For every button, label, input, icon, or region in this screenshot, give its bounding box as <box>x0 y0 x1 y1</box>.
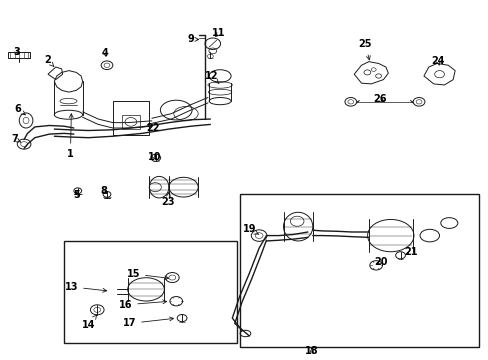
Text: 9: 9 <box>187 35 198 44</box>
Text: 20: 20 <box>373 257 387 267</box>
Text: 15: 15 <box>126 269 168 280</box>
Bar <box>113 101 149 135</box>
Text: 6: 6 <box>14 104 25 115</box>
Text: 22: 22 <box>146 123 159 133</box>
Text: 10: 10 <box>147 152 161 162</box>
Text: 16: 16 <box>119 300 166 310</box>
Text: 19: 19 <box>242 225 258 234</box>
Text: 4: 4 <box>102 48 108 58</box>
Bar <box>122 115 140 129</box>
Text: 13: 13 <box>64 282 106 292</box>
Bar <box>8 51 30 58</box>
Text: 2: 2 <box>44 55 54 67</box>
Text: 14: 14 <box>81 315 97 330</box>
Text: 11: 11 <box>212 28 225 38</box>
Text: 21: 21 <box>404 247 417 257</box>
Text: 23: 23 <box>161 192 174 207</box>
Text: 25: 25 <box>358 40 371 60</box>
Text: 3: 3 <box>13 46 20 57</box>
Text: 5: 5 <box>73 190 80 200</box>
Text: 18: 18 <box>305 346 318 356</box>
Text: 26: 26 <box>372 94 386 104</box>
Text: 7: 7 <box>11 134 20 144</box>
Text: 1: 1 <box>67 114 74 159</box>
Bar <box>64 241 237 343</box>
Text: 24: 24 <box>430 56 444 66</box>
Text: 8: 8 <box>101 186 107 197</box>
Text: 12: 12 <box>204 71 219 84</box>
Text: 17: 17 <box>122 317 173 328</box>
Bar <box>239 194 478 347</box>
